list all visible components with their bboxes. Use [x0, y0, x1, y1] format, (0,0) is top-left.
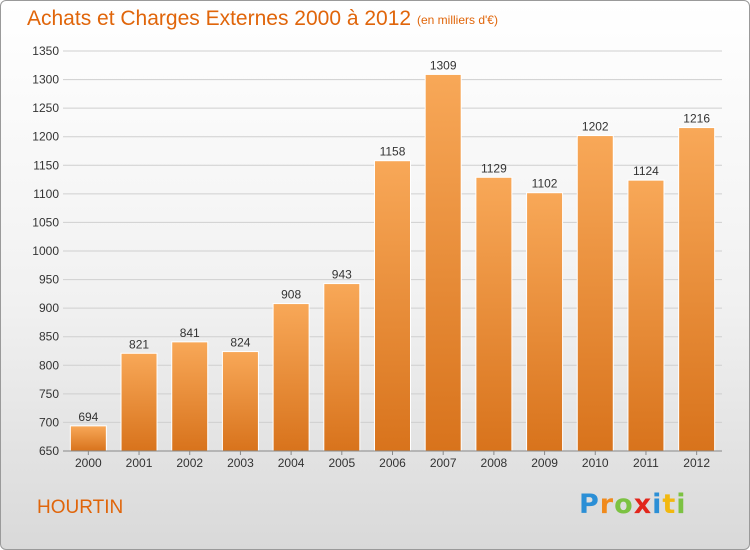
- bar-value-label: 841: [180, 326, 200, 340]
- bar-value-label: 694: [78, 410, 98, 424]
- y-axis-ticks: 650 700 750 800 850 900 950 1000 1050 1100 1150 120…: [32, 44, 59, 458]
- logo-letter: o: [614, 489, 634, 520]
- bar-value-label: 908: [281, 288, 301, 302]
- y-tick-label: 1200: [32, 130, 59, 144]
- x-tick-label: 2007: [430, 456, 457, 470]
- bar-value-label: 1216: [683, 112, 710, 126]
- bar: [69, 425, 107, 452]
- y-tick-label: 1150: [33, 158, 59, 172]
- y-tick-label: 950: [39, 273, 59, 287]
- y-tick-label: 1000: [32, 244, 59, 258]
- y-tick-label: 1300: [32, 73, 59, 87]
- x-tick-label: 2004: [278, 456, 305, 470]
- logo-letter: P: [579, 489, 600, 520]
- bar-value-label: 1309: [430, 58, 457, 72]
- logo-letter: i: [676, 489, 687, 520]
- x-tick-label: 2001: [126, 456, 153, 470]
- bar: [374, 160, 411, 452]
- bar-value-label: 1202: [582, 120, 609, 134]
- bar-value-label: 821: [129, 337, 149, 351]
- bar-value-label: 1129: [481, 161, 507, 175]
- y-tick-label: 1050: [32, 215, 59, 229]
- logo-letter: i: [652, 489, 663, 520]
- bar: [678, 127, 716, 452]
- y-tick-label: 700: [39, 415, 59, 429]
- bar: [475, 176, 513, 452]
- x-tick-label: 2009: [531, 456, 558, 470]
- chart-title: Achats et Charges Externes 2000 à 2012: [27, 7, 412, 30]
- logo-letter: x: [633, 489, 653, 520]
- x-tick-label: 2011: [633, 456, 659, 470]
- x-tick-label: 2002: [176, 456, 203, 470]
- bar: [272, 303, 310, 452]
- bar-value-label: 1158: [380, 145, 406, 159]
- x-tick-label: 2008: [481, 456, 508, 470]
- x-tick-label: 2006: [379, 456, 406, 470]
- x-tick-label: 2010: [582, 456, 609, 470]
- data-labels: 694 821 841 824 908 943 1158 1309 1129 1102 1202 11…: [78, 58, 710, 423]
- proxiti-logo: Proxiti: [579, 489, 687, 520]
- bar-value-label: 824: [230, 336, 250, 350]
- y-tick-label: 850: [39, 330, 59, 344]
- x-axis-ticks: 2000 2001 2002 2003 2004 2005 2006 2007 2008 2009…: [75, 451, 710, 470]
- bar-value-label: 1102: [532, 177, 558, 191]
- x-tick-label: 2003: [227, 456, 254, 470]
- bar: [323, 283, 361, 452]
- x-tick-label: 2000: [75, 456, 102, 470]
- x-tick-label: 2005: [328, 456, 355, 470]
- y-tick-label: 1350: [32, 44, 59, 58]
- y-tick-label: 1100: [33, 187, 59, 201]
- logo-letter: r: [599, 489, 615, 520]
- y-tick-label: 900: [39, 301, 59, 315]
- bar: [627, 179, 665, 452]
- bar-value-label: 943: [332, 268, 352, 282]
- bar-value-label: 1124: [633, 164, 659, 178]
- bar: [526, 192, 564, 452]
- bars: [69, 73, 716, 452]
- y-tick-label: 750: [39, 387, 59, 401]
- y-tick-label: 1250: [32, 101, 59, 115]
- x-tick-label: 2012: [683, 456, 710, 470]
- y-tick-label: 650: [39, 444, 59, 458]
- logo-letter: t: [662, 489, 677, 520]
- bar: [576, 135, 614, 452]
- bar: [171, 341, 209, 452]
- place-name: HOURTIN: [37, 497, 124, 518]
- bar: [120, 352, 158, 452]
- y-tick-label: 800: [39, 358, 59, 372]
- bar: [221, 351, 259, 452]
- bar: [424, 73, 462, 452]
- chart-unit: (en milliers d'€): [417, 13, 498, 27]
